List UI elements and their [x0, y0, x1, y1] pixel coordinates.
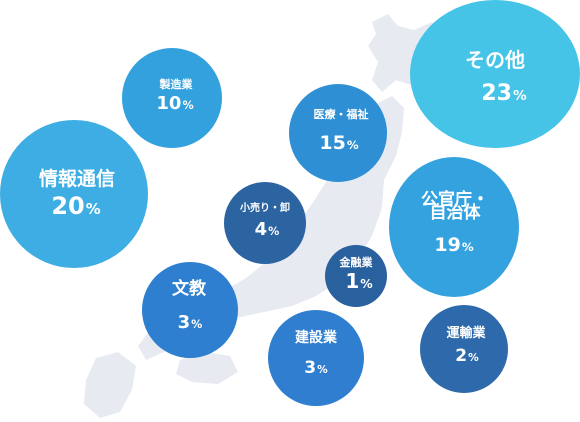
bubble-label: 金融業	[339, 255, 373, 269]
bubble-bunkyo: 文教 3%	[142, 262, 238, 358]
bubble-value: 10%	[156, 93, 194, 115]
bubble-value: 15%	[319, 132, 359, 155]
bubble-kinyu: 金融業 1%	[325, 245, 387, 307]
bubble-value: 20%	[51, 192, 101, 221]
bubble-value: 3%	[177, 312, 203, 334]
bubble-value: 2%	[455, 346, 479, 367]
bubble-label-line-1: 公官庁・	[421, 190, 489, 211]
bubble-label: 建設業	[295, 330, 337, 347]
bubble-kensetsu: 建設業 3%	[268, 310, 364, 406]
shikoku-shape	[176, 352, 238, 384]
bubble-label: その他	[465, 47, 525, 72]
kyushu-shape	[84, 352, 136, 418]
bubble-unyu: 運輸業 2%	[420, 305, 508, 393]
bubble-label-line-2: 自治体	[429, 202, 481, 223]
bubble-label: 運輸業	[446, 325, 486, 341]
bubble-label: 製造業	[159, 78, 193, 91]
bubble-label: 小売り・卸	[240, 202, 290, 214]
bubble-kouri: 小売り・卸 4%	[224, 182, 306, 264]
bubble-sonota: その他 23%	[410, 0, 580, 148]
bubble-seizo: 製造業 10%	[122, 48, 222, 148]
bubble-value: 23%	[481, 80, 527, 106]
bubble-value: 4%	[254, 218, 280, 240]
bubble-label: 医療・福祉	[313, 107, 369, 121]
bubble-label: 情報通信	[38, 168, 115, 191]
bubble-label: 文教	[172, 278, 206, 299]
bubble-value: 3%	[304, 358, 328, 379]
bubble-value: 1%	[345, 269, 373, 294]
bubble-value: 19%	[434, 233, 474, 256]
bubble-kanko: 公官庁・ 自治体 19%	[389, 157, 519, 297]
bubble-joho: 情報通信 20%	[0, 120, 148, 268]
bubble-iryo: 医療・福祉 15%	[289, 84, 387, 182]
